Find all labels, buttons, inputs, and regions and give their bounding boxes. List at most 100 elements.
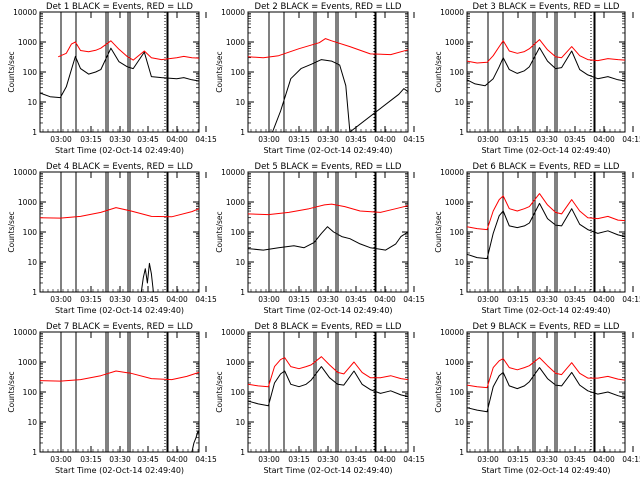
x-tick-label: 03:15 xyxy=(507,295,529,304)
y-tick-label: 1 xyxy=(459,128,464,137)
y-tick-label: 100 xyxy=(231,388,246,397)
x-tick-label: 03:45 xyxy=(564,135,586,144)
x-tick-label: 04:00 xyxy=(593,295,615,304)
x-tick-label: 04:15 xyxy=(195,135,217,144)
y-tick-label: 1000 xyxy=(18,198,37,207)
x-tick-label: 03:00 xyxy=(258,295,280,304)
plot-frame xyxy=(39,331,200,453)
x-axis-label: Start Time (02-Oct-14 02:49:40) xyxy=(55,146,184,155)
x-tick-label: 03:15 xyxy=(507,135,529,144)
y-axis-label: Counts/sec xyxy=(7,51,16,92)
events-series-line xyxy=(191,430,200,453)
x-axis-label: Start Time (02-Oct-14 02:49:40) xyxy=(263,466,392,475)
panel-title: Det 4 BLACK = Events, RED = LLD xyxy=(46,162,193,172)
y-axis-label: Counts/sec xyxy=(215,371,224,412)
panel-title: Det 6 BLACK = Events, RED = LLD xyxy=(473,162,620,172)
panel-title: Det 8 BLACK = Events, RED = LLD xyxy=(255,322,402,332)
events-series-line xyxy=(140,262,154,293)
y-axis-label: Counts/sec xyxy=(215,51,224,92)
x-tick-label: 03:30 xyxy=(317,135,339,144)
x-tick-label: 03:00 xyxy=(258,135,280,144)
plot-frame xyxy=(247,11,409,133)
x-axis-label: Start Time (02-Oct-14 02:49:40) xyxy=(55,466,184,475)
y-tick-label: 10000 xyxy=(13,328,37,337)
y-tick-label: 1 xyxy=(240,448,245,457)
y-axis-label: Counts/sec xyxy=(434,371,443,412)
x-tick-label: 03:15 xyxy=(288,135,310,144)
y-tick-label: 100 xyxy=(231,68,246,77)
detector-panel-2: 1 10 100 1000 10000 03:00 03:15 03:30 03:45 04:00… xyxy=(215,2,425,155)
x-tick-label: 03:30 xyxy=(317,295,339,304)
lld-series-line xyxy=(247,356,409,388)
plot-frame xyxy=(39,11,200,133)
events-series-line xyxy=(466,202,626,260)
x-tick-label: 03:00 xyxy=(477,295,499,304)
x-tick-label: 03:30 xyxy=(109,135,131,144)
plot-frame xyxy=(466,11,626,133)
y-tick-label: 100 xyxy=(23,228,38,237)
y-tick-label: 1 xyxy=(32,448,37,457)
panel-title: Det 2 BLACK = Events, RED = LLD xyxy=(255,2,402,12)
y-tick-label: 10 xyxy=(27,418,37,427)
x-tick-label: 03:45 xyxy=(137,295,159,304)
y-tick-label: 10 xyxy=(454,258,464,267)
y-tick-label: 100 xyxy=(450,388,465,397)
x-tick-label: 04:15 xyxy=(195,295,217,304)
x-tick-label: 03:15 xyxy=(80,295,102,304)
x-tick-label: 03:45 xyxy=(137,135,159,144)
detector-panel-1: 1 10 100 1000 10000 03:00 03:15 03:30 03:45 04:00… xyxy=(7,2,217,155)
events-series-line xyxy=(247,226,409,251)
y-tick-label: 10000 xyxy=(221,8,245,17)
y-tick-label: 10000 xyxy=(440,168,464,177)
x-tick-label: 03:45 xyxy=(564,295,586,304)
y-tick-label: 10000 xyxy=(13,8,37,17)
x-tick-label: 03:00 xyxy=(50,295,72,304)
x-tick-label: 03:30 xyxy=(536,455,558,464)
lld-series-line xyxy=(39,207,200,219)
panel-title: Det 5 BLACK = Events, RED = LLD xyxy=(255,162,402,172)
y-axis-label: Counts/sec xyxy=(215,211,224,252)
panel-title: Det 7 BLACK = Events, RED = LLD xyxy=(46,322,193,332)
x-tick-label: 04:15 xyxy=(622,455,640,464)
plot-frame xyxy=(39,171,200,293)
panel-title: Det 9 BLACK = Events, RED = LLD xyxy=(473,322,620,332)
events-series-line xyxy=(39,47,200,99)
detector-panel-3: 1 10 100 1000 10000 03:00 03:15 03:30 03:45 04:00… xyxy=(434,2,640,155)
x-tick-label: 03:15 xyxy=(507,455,529,464)
y-tick-label: 100 xyxy=(231,228,246,237)
detector-panel-6: 1 10 100 1000 10000 03:00 03:15 03:30 03:45 04:00… xyxy=(434,162,640,315)
plot-frame xyxy=(247,171,409,293)
x-tick-label: 03:45 xyxy=(137,455,159,464)
x-tick-label: 04:00 xyxy=(374,455,396,464)
x-tick-label: 04:15 xyxy=(622,295,640,304)
lld-series-line xyxy=(466,357,626,389)
y-tick-label: 100 xyxy=(450,228,465,237)
x-axis-label: Start Time (02-Oct-14 02:49:40) xyxy=(481,306,610,315)
x-tick-label: 03:00 xyxy=(477,135,499,144)
y-tick-label: 1 xyxy=(459,448,464,457)
y-tick-label: 10000 xyxy=(221,168,245,177)
events-series-line xyxy=(466,47,626,87)
y-tick-label: 100 xyxy=(23,388,38,397)
y-tick-label: 10 xyxy=(27,258,37,267)
detector-panel-8: 1 10 100 1000 10000 03:00 03:15 03:30 03:45 04:00… xyxy=(215,322,425,475)
panel-title: Det 3 BLACK = Events, RED = LLD xyxy=(473,2,620,12)
events-series-line xyxy=(247,366,409,407)
events-series-line xyxy=(272,59,409,133)
y-tick-label: 10 xyxy=(235,418,245,427)
detector-panel-5: 1 10 100 1000 10000 03:00 03:15 03:30 03:45 04:00… xyxy=(215,162,425,315)
y-tick-label: 10000 xyxy=(13,168,37,177)
y-tick-label: 10 xyxy=(454,98,464,107)
x-tick-label: 03:45 xyxy=(345,135,367,144)
x-tick-label: 04:15 xyxy=(622,135,640,144)
lld-series-line xyxy=(466,193,626,231)
lld-series-line xyxy=(466,39,626,64)
x-tick-label: 04:00 xyxy=(166,455,188,464)
x-axis-label: Start Time (02-Oct-14 02:49:40) xyxy=(55,306,184,315)
x-tick-label: 03:30 xyxy=(536,135,558,144)
x-tick-label: 04:00 xyxy=(166,295,188,304)
y-tick-label: 1 xyxy=(32,128,37,137)
y-tick-label: 10000 xyxy=(440,328,464,337)
x-axis-label: Start Time (02-Oct-14 02:49:40) xyxy=(481,466,610,475)
y-tick-label: 1 xyxy=(459,288,464,297)
